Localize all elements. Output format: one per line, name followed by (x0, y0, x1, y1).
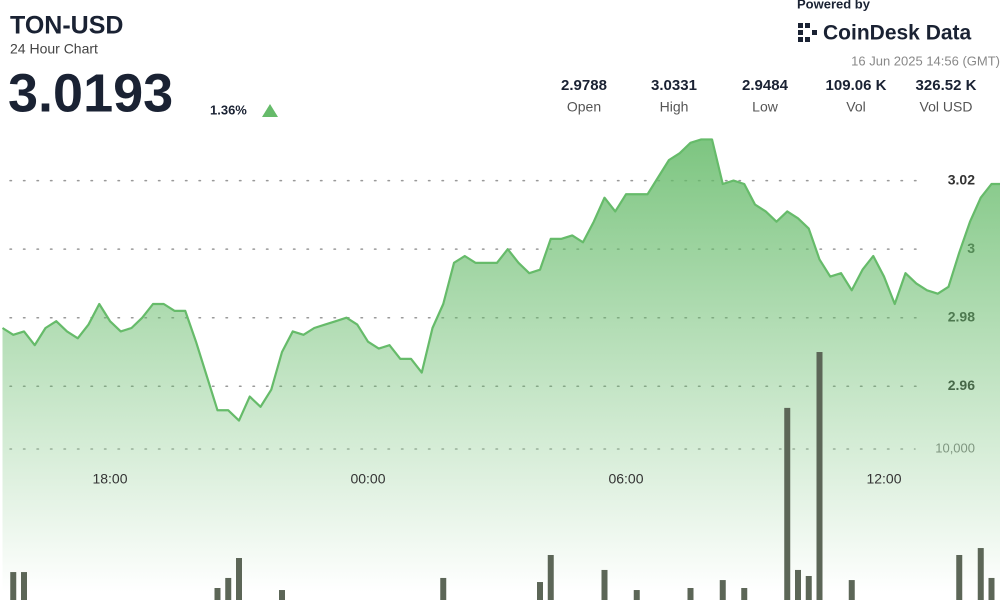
stat-value: 109.06 K (826, 77, 887, 94)
volume-bar (795, 569, 801, 600)
stat-label: Vol (846, 99, 865, 115)
volume-bar (236, 558, 242, 600)
volume-bar (537, 582, 543, 600)
volume-bar (687, 587, 694, 600)
change: 1.36% (210, 102, 247, 117)
stat-label: Open (567, 99, 601, 115)
volume-bar (21, 572, 27, 600)
volume-bar (988, 577, 995, 600)
brand-logo (798, 23, 817, 42)
volume-bar (977, 548, 984, 600)
stat-value: 3.0331 (651, 77, 697, 94)
date: 16 Jun 2025 14:56 (GMT) (851, 53, 1000, 68)
volume-bar (848, 580, 855, 600)
volume-bar (10, 572, 17, 600)
x-tick-label: 18:00 (92, 471, 127, 487)
brand: CoinDesk Data (823, 22, 972, 45)
volume-bar (805, 575, 812, 600)
volume-bar (741, 587, 748, 600)
x-tick-label: 06:00 (608, 471, 643, 487)
volume-bar (956, 554, 963, 600)
stat-value: 2.9484 (742, 77, 789, 94)
volume-bar (440, 577, 447, 600)
stat-value: 326.52 K (916, 77, 977, 94)
x-tick-label: 00:00 (350, 471, 385, 487)
up-arrow (262, 104, 278, 117)
volume-bar (816, 352, 823, 600)
volume-bar (633, 590, 640, 600)
stat-label: Low (752, 99, 779, 115)
volume-bar (784, 407, 791, 600)
price: 3.0193 (8, 63, 173, 123)
volume-bar (214, 587, 221, 600)
ticker: TON-USD (10, 12, 123, 40)
price-area (2, 139, 1000, 592)
volume-bar (547, 554, 554, 600)
volume-bar (225, 577, 232, 600)
volume-bar (719, 580, 726, 600)
stat-value: 2.9788 (561, 77, 607, 94)
x-tick-label: 12:00 (866, 471, 901, 487)
stat-label: Vol USD (920, 99, 973, 115)
subtitle: 24 Hour Chart (10, 41, 98, 57)
y-tick-label: 3.02 (948, 171, 975, 187)
stats: 2.9788 Open 3.0331 High 2.9484 Low 109.06 K Vol… (561, 77, 977, 115)
price-line (1, 138, 1000, 422)
stat-label: High (660, 99, 689, 115)
powered-by: Powered by (797, 0, 871, 11)
volume-bar (601, 569, 608, 600)
volume-bar (279, 590, 285, 600)
